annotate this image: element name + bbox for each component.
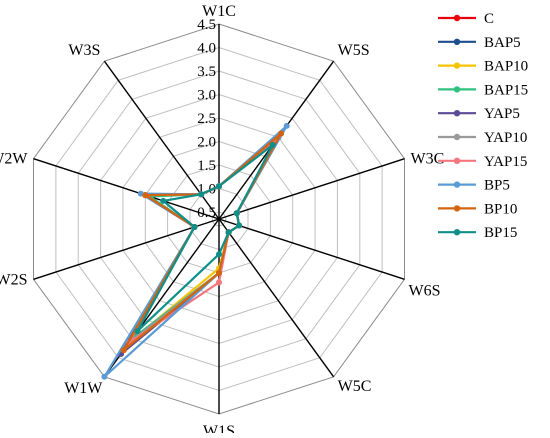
data-point — [191, 224, 198, 230]
axis-label-w1c: W1C — [202, 3, 236, 20]
data-point — [160, 197, 167, 204]
legend-swatch-marker — [453, 38, 461, 45]
data-point — [233, 210, 240, 217]
axis-spoke — [33, 218, 220, 280]
axis-label-w5s: W5S — [338, 42, 370, 59]
legend-item-bap15: BAP15 — [438, 82, 528, 98]
legend-swatch-marker — [453, 86, 461, 93]
legend-label: BP5 — [484, 178, 510, 194]
legend-swatch-marker — [453, 229, 461, 236]
data-point — [142, 192, 149, 199]
legend-label: BP15 — [484, 225, 517, 241]
legend-swatch-marker — [453, 157, 461, 164]
axis-label-w3s: W3S — [68, 42, 100, 59]
axis-label-w6s: W6S — [409, 282, 441, 299]
legend-label: BP10 — [484, 201, 517, 217]
radial-tick-label: 3.0 — [197, 88, 216, 104]
legend-item-yap10: YAP10 — [438, 130, 527, 146]
legend-item-bp10: BP10 — [438, 201, 517, 217]
axis-spoke — [218, 218, 335, 378]
legend-label: YAP15 — [484, 154, 527, 170]
radial-tick-label: 3.5 — [197, 64, 216, 80]
legend-item-bp15: BP15 — [438, 225, 517, 241]
data-point — [198, 191, 205, 198]
legend-swatch-marker — [453, 205, 461, 212]
data-point — [216, 183, 222, 190]
data-point — [269, 141, 276, 148]
radial-tick-label: 4.5 — [197, 17, 216, 33]
series-bp15 — [134, 141, 276, 335]
axis-label-w1w: W1W — [64, 380, 103, 397]
axis-spoke — [218, 158, 405, 220]
legend-swatch-marker — [453, 62, 461, 69]
legend: C BAP5 BAP10 BAP15 YAP5 YAP10 YAP15 BP5 BP10 BP15 — [438, 11, 528, 241]
legend-item-bp5: BP5 — [438, 178, 510, 194]
axis-label-w5c: W5C — [338, 378, 372, 395]
legend-swatch-marker — [453, 110, 461, 117]
data-point — [101, 373, 108, 380]
legend-label: C — [484, 11, 494, 27]
legend-item-yap5: YAP5 — [438, 106, 520, 122]
axis-label-w2s: W2S — [0, 271, 28, 288]
axis-spoke — [33, 158, 220, 220]
data-point — [236, 222, 243, 229]
data-point — [216, 251, 222, 258]
series-lines — [101, 122, 290, 380]
axis-label-w1s: W1S — [203, 423, 235, 433]
legend-swatch-marker — [453, 181, 461, 188]
legend-label: BAP15 — [484, 82, 528, 98]
legend-swatch-marker — [453, 133, 461, 141]
legend-label: BAP5 — [484, 35, 521, 51]
radial-tick-label: 0.5 — [197, 205, 216, 221]
data-point — [278, 130, 285, 137]
data-point — [134, 328, 141, 335]
data-point — [120, 347, 127, 354]
legend-label: YAP10 — [484, 130, 527, 146]
data-point — [283, 122, 290, 129]
legend-item-bap10: BAP10 — [438, 59, 528, 75]
radial-tick-label: 4.0 — [197, 41, 216, 57]
radial-tick-label: 1.5 — [197, 158, 216, 174]
data-point — [225, 229, 232, 236]
legend-label: BAP10 — [484, 59, 528, 75]
axis-labels: W1C W5S W3C W6S W5C W1S W1W W2S W2W W3S — [0, 3, 445, 438]
radial-tick-label: 2.5 — [197, 111, 216, 127]
axis-label-w3c: W3C — [411, 151, 445, 168]
legend-swatch-marker — [453, 14, 461, 22]
legend-item-c: C — [438, 11, 494, 27]
data-point — [216, 270, 222, 276]
radial-tick-label: 2.0 — [197, 135, 216, 151]
legend-item-yap15: YAP15 — [438, 154, 527, 170]
legend-item-bap5: BAP5 — [438, 35, 521, 51]
axis-label-w2w: W2W — [0, 151, 28, 168]
legend-label: YAP5 — [484, 106, 520, 122]
radial-tick-labels: 0.51.01.52.02.53.03.54.04.5 — [197, 17, 216, 221]
axis-spoke — [218, 218, 405, 280]
data-point — [216, 279, 222, 286]
